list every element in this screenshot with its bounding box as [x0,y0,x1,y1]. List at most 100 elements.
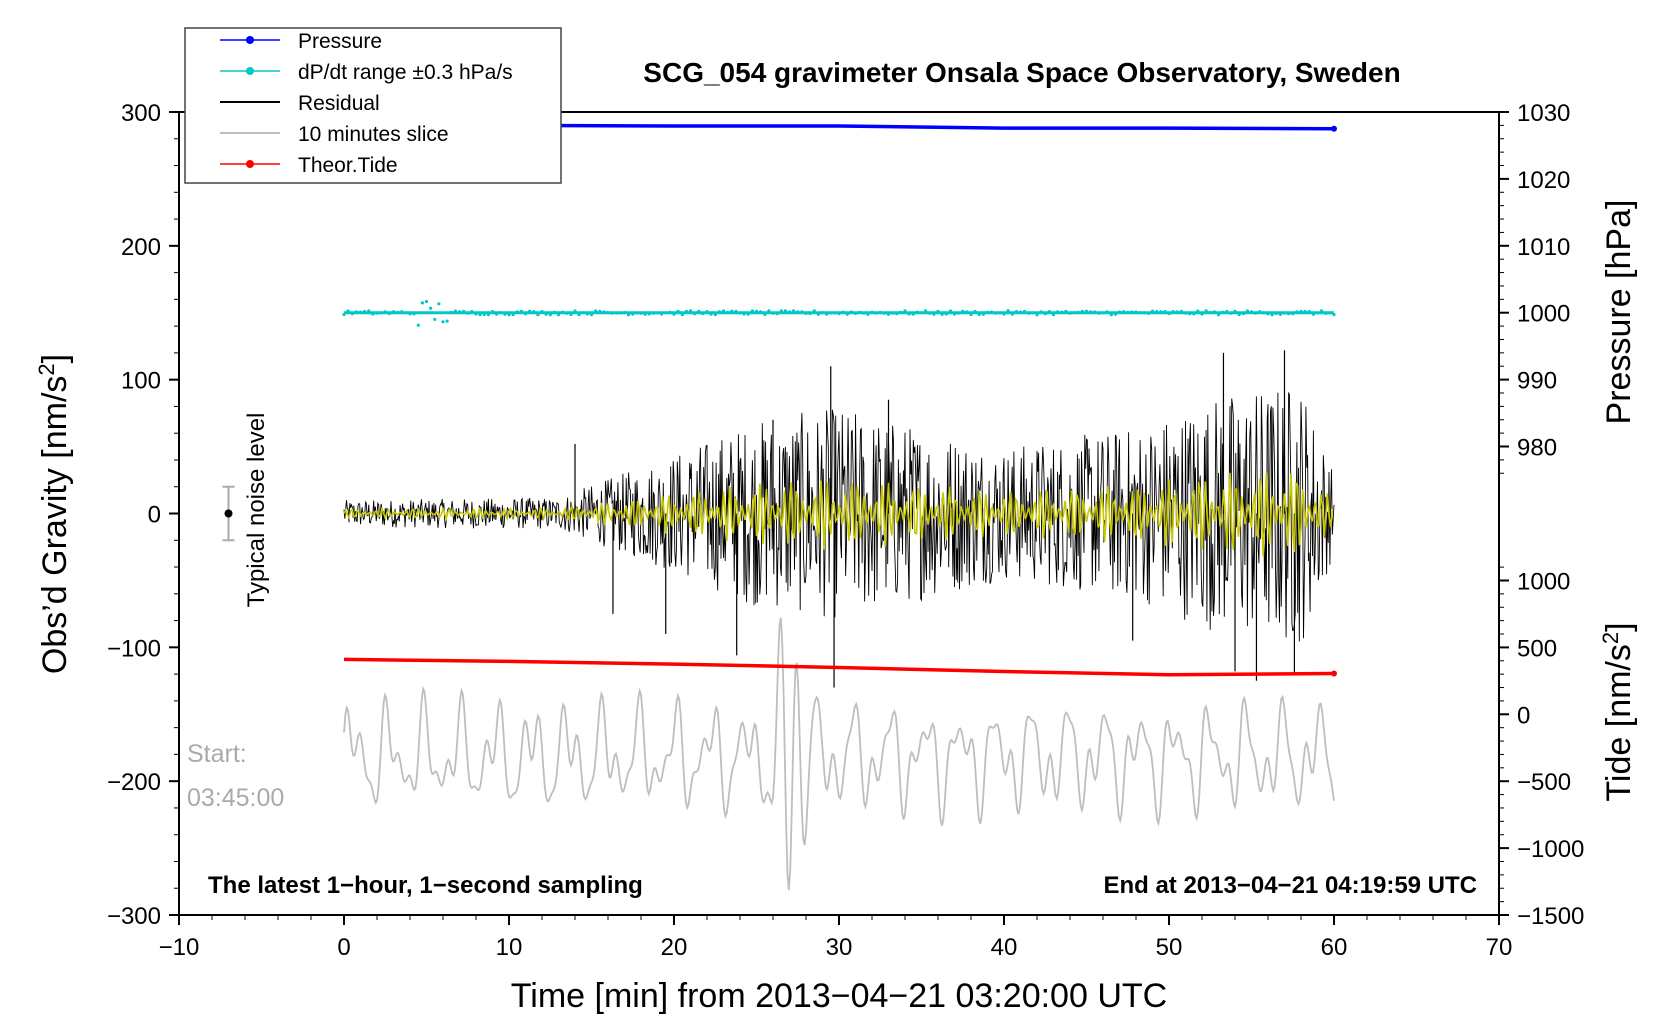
dpdt-point [981,312,986,316]
dpdt-point [1282,311,1287,315]
dpdt-point [1332,312,1336,317]
dpdt-point [1138,311,1142,315]
dpdt-point [849,310,854,314]
dpdt-point [919,311,924,315]
dpdt-point [767,309,771,313]
dpdt-point [1031,311,1035,315]
dpdt-point [903,309,907,313]
dpdt-point [1311,312,1315,316]
dpdt-point [944,312,948,316]
dpdt-point [569,312,573,317]
dpdt-point [651,311,656,315]
dpdt-point [1072,311,1076,315]
dpdt-point [363,309,367,314]
dpdt-point [961,309,965,313]
dpdt-point [507,313,511,317]
dpdt-point [1047,310,1051,314]
dpdt-point [371,312,375,316]
y-tick-label: 200 [121,234,161,261]
dpdt-point [726,311,730,315]
y-axis-label: Obs’d Gravity [nm/s2] [34,354,74,674]
dpdt-point [1221,310,1225,314]
dpdt-point [1051,313,1056,317]
dpdt-point [635,311,639,315]
pressure-tick-label: 990 [1517,368,1557,395]
dpdt-point [1039,310,1043,314]
noise-level-marker [222,485,235,542]
dpdt-point [928,311,932,315]
dpdt-point [1278,312,1282,316]
y-tick-label: 300 [121,100,161,127]
dpdt-point [866,312,870,316]
dpdt-point [375,311,379,315]
dpdt-point [1101,311,1105,315]
legend-label-pressure: Pressure [298,30,382,53]
dpdt-point [1303,309,1307,314]
y-tick-label: −100 [107,635,161,662]
dpdt-point [668,310,672,314]
dpdt-point [1245,309,1249,313]
dpdt-point [453,309,457,313]
dpdt-point [462,309,466,313]
dpdt-point [457,310,462,314]
dpdt-point [602,310,606,314]
dpdt-point [874,311,878,315]
residual-layer [343,350,1335,688]
dpdt-point [738,311,742,315]
dpdt-point [1134,310,1138,314]
dpdt-point [433,317,437,321]
x-tick-label: 10 [496,934,523,961]
dpdt-point [796,310,800,314]
dpdt-point [676,309,680,313]
dpdt-point [721,309,726,313]
dpdt-point [730,309,734,313]
y-tick-label: 100 [121,368,161,395]
dpdt-point [1093,310,1097,314]
x-tick-label: −10 [159,934,200,961]
dpdt-point [750,309,755,313]
dpdt-point [1126,310,1130,314]
dpdt-point [598,309,602,313]
pressure-tick-label: 1020 [1517,167,1570,194]
dpdt-point [825,312,829,316]
dpdt-point [610,311,614,315]
dpdt-point [1076,310,1080,314]
dpdt-point [470,310,474,314]
dpdt-point [891,311,895,315]
start-label: Start: [187,740,247,768]
noise-level-dot [224,509,233,518]
dpdt-point [1204,309,1208,313]
y-tick-label: −200 [107,769,161,796]
dpdt-point [565,311,569,315]
dpdt-point [1192,312,1196,316]
dpdt-point [994,311,998,315]
dpdt-point [664,311,668,315]
legend-entry-slice: 10 minutes slice [220,123,449,146]
dpdt-point [1023,309,1027,313]
dpdt-point [519,309,524,313]
legend-entry-residual: Residual [220,92,380,115]
dpdt-point [1006,309,1010,313]
x-axis-label: Time [min] from 2013−04−21 03:20:00 UTC [511,977,1167,1015]
dpdt-point [396,310,400,314]
pressure-tick-label: 1030 [1517,100,1570,127]
dpdt-point [1225,309,1229,314]
dpdt-point [503,312,507,316]
legend-label-residual: Residual [298,92,380,115]
dpdt-point [1299,309,1303,314]
dpdt-point [1208,310,1212,315]
dpdt-point [792,309,796,313]
dpdt-point [1105,310,1109,314]
dpdt-point [1266,312,1270,316]
dpdt-point [482,312,486,317]
dpdt-point [1320,309,1324,313]
dpdt-point [965,310,969,314]
dpdt-point [1084,309,1089,313]
dpdt-point [734,309,738,313]
y-tick-label: 0 [148,502,161,529]
dpdt-point [474,312,478,316]
dpdt-point [990,310,994,314]
dpdt-point [660,312,664,316]
legend-label-slice: 10 minutes slice [298,123,449,146]
dpdt-point [808,311,812,316]
